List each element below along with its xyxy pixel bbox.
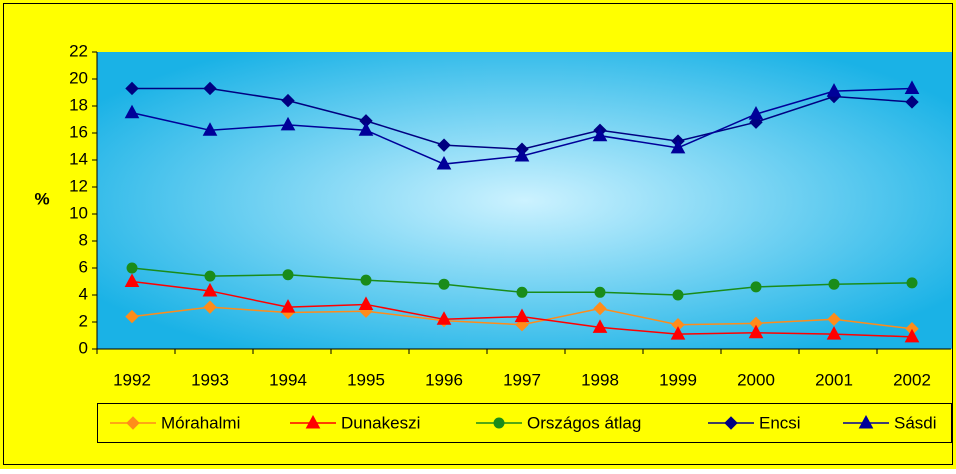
marker (904, 80, 920, 94)
marker (124, 273, 140, 287)
y-tick-label: 20 (69, 68, 88, 87)
marker (750, 281, 762, 293)
marker (282, 269, 294, 281)
marker (280, 116, 296, 131)
marker (593, 301, 607, 316)
y-tick-label: 6 (79, 257, 88, 276)
legend-marker (126, 416, 140, 430)
marker (203, 300, 217, 314)
y-tick-label: 14 (69, 149, 88, 168)
y-tick-label: 0 (79, 338, 88, 357)
x-tick-label: 1992 (113, 370, 151, 389)
legend-label: Sásdi (894, 413, 937, 432)
marker (358, 122, 374, 136)
marker (592, 319, 608, 333)
x-tick-label: 2002 (893, 370, 931, 389)
y-tick-label: 12 (69, 176, 88, 195)
marker (204, 270, 216, 282)
marker (748, 324, 764, 339)
legend-marker (493, 417, 505, 429)
marker (592, 127, 608, 142)
marker (358, 296, 374, 310)
marker (280, 299, 296, 313)
legend-marker (858, 414, 874, 429)
marker (672, 289, 684, 301)
y-tick-label: 4 (79, 284, 88, 303)
marker (670, 326, 686, 340)
y-tick-label: 8 (79, 230, 88, 249)
y-axis-label: % (34, 189, 49, 208)
marker (360, 274, 372, 286)
legend-label: Encsi (759, 413, 801, 432)
marker (748, 106, 764, 120)
y-tick-label: 18 (69, 95, 88, 114)
legend-box (97, 403, 952, 443)
marker (906, 277, 918, 289)
marker (202, 282, 218, 297)
legend-marker (724, 416, 738, 430)
marker (828, 278, 840, 290)
marker (514, 147, 530, 162)
plot-area (97, 52, 952, 349)
x-tick-label: 1995 (347, 370, 385, 389)
marker (826, 326, 842, 340)
marker (203, 81, 217, 96)
marker (904, 328, 920, 343)
x-tick-label: 1998 (581, 370, 619, 389)
legend-marker (305, 414, 321, 429)
chart-border (3, 3, 953, 465)
x-tick-label: 2000 (737, 370, 775, 389)
marker (826, 83, 842, 97)
marker (124, 104, 140, 119)
marker (202, 122, 218, 136)
x-tick-label: 1999 (659, 370, 697, 389)
legend-label: Országos átlag (527, 413, 641, 432)
marker (594, 286, 606, 298)
legend-label: Mórahalmi (161, 413, 240, 432)
marker (438, 278, 450, 290)
marker (437, 138, 451, 152)
x-tick-label: 1996 (425, 370, 463, 389)
x-tick-label: 1997 (503, 370, 541, 389)
y-tick-label: 10 (69, 203, 88, 222)
marker (514, 308, 530, 323)
marker (125, 81, 139, 96)
x-tick-label: 1994 (269, 370, 307, 389)
marker (281, 93, 295, 108)
x-tick-label: 2001 (815, 370, 853, 389)
marker (436, 311, 452, 325)
marker (670, 139, 686, 154)
marker (827, 312, 841, 327)
marker (126, 262, 138, 274)
legend-label: Dunakeszi (341, 413, 420, 432)
x-tick-label: 1993 (191, 370, 229, 389)
marker (516, 286, 528, 298)
y-tick-label: 2 (79, 311, 88, 330)
marker (125, 309, 139, 324)
marker (436, 156, 452, 170)
marker (905, 95, 919, 109)
y-tick-label: 22 (69, 41, 88, 60)
y-tick-label: 16 (69, 122, 88, 141)
